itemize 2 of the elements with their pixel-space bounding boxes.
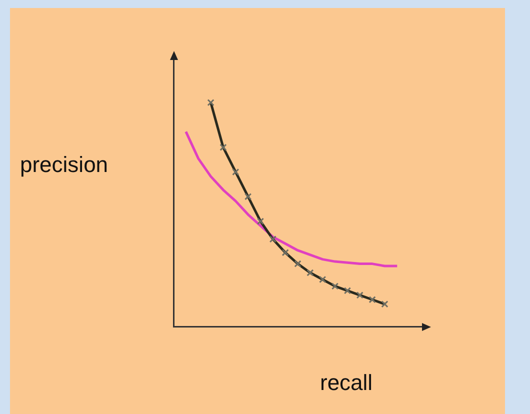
- x-axis-title: recall: [320, 370, 373, 396]
- y-axis-title: precision: [20, 152, 108, 178]
